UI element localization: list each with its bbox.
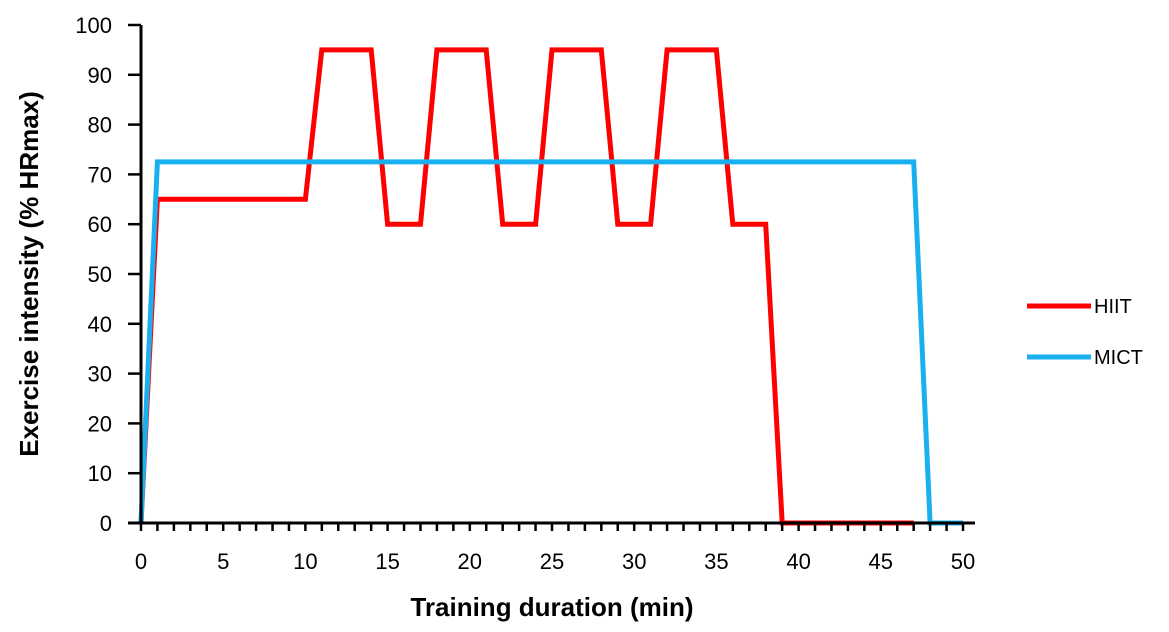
x-tick-label: 10 [293, 549, 317, 574]
legend-label-mict: MICT [1094, 347, 1143, 369]
y-axis-title: Exercise intensity (% HRmax) [14, 91, 44, 457]
legend: HIIT MICT [1027, 296, 1143, 369]
x-tick-label: 35 [704, 549, 728, 574]
x-axis-title: Training duration (min) [410, 592, 693, 622]
x-tick-label: 30 [622, 549, 646, 574]
series-line-hiit [138, 47, 914, 526]
y-tick-label: 50 [88, 262, 112, 287]
y-tick-label: 40 [88, 312, 112, 337]
series-line-mict [138, 159, 963, 526]
x-ticks: 0 5 10 15 20 25 30 35 40 45 50 [135, 523, 975, 574]
series-layer [138, 47, 963, 526]
y-tick-label: 30 [88, 362, 112, 387]
y-tick-label: 20 [88, 411, 112, 436]
y-tick-label: 10 [88, 461, 112, 486]
y-tick-label: 100 [75, 13, 112, 38]
x-tick-label: 15 [375, 549, 399, 574]
y-tick-label: 70 [88, 162, 112, 187]
axes-layer [128, 25, 975, 525]
x-tick-label: 40 [786, 549, 810, 574]
x-tick-label: 45 [869, 549, 893, 574]
legend-label-hiit: HIIT [1094, 296, 1132, 318]
x-tick-label: 0 [135, 549, 147, 574]
x-tick-label: 50 [951, 549, 975, 574]
x-tick-label: 5 [217, 549, 229, 574]
x-tick-label: 20 [458, 549, 482, 574]
y-tick-label: 0 [100, 511, 112, 536]
y-tick-label: 90 [88, 63, 112, 88]
y-tick-label: 80 [88, 113, 112, 138]
y-tick-label: 60 [88, 212, 112, 237]
y-ticks: 0 10 20 30 40 50 60 70 80 90 100 [75, 13, 141, 536]
x-tick-label: 25 [540, 549, 564, 574]
